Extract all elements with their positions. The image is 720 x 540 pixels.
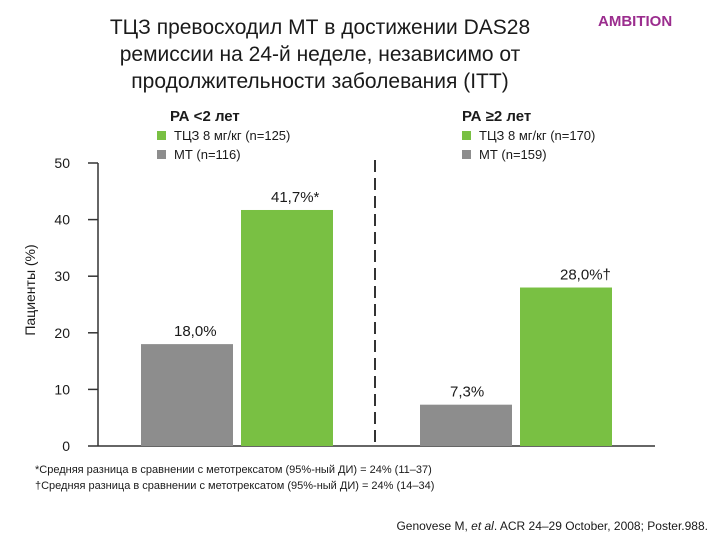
group-label-long: РА ≥2 лет — [462, 108, 532, 125]
bar-value-label: 41,7%* — [271, 189, 320, 206]
y-tick-label: 50 — [54, 155, 70, 171]
y-tick-label: 20 — [54, 325, 70, 341]
slide-title: ТЦЗ превосходил МТ в достижении DAS28 ре… — [109, 16, 531, 93]
y-tick-label: 0 — [62, 438, 70, 454]
footnote-1: *Средняя разница в сравнении с метотрекс… — [35, 464, 432, 476]
y-tick-label: 40 — [54, 212, 70, 228]
legend-swatch-mt — [462, 150, 471, 159]
citation-authors: Genovese M, — [396, 519, 472, 533]
bar-mt — [420, 404, 512, 446]
legend-long: ТЦЗ 8 мг/кг (n=170) МТ (n=159) — [462, 126, 595, 164]
legend-item-tcz: ТЦЗ 8 мг/кг (n=125) — [157, 126, 290, 145]
legend-label-mt: МТ (n=116) — [174, 147, 241, 162]
citation-rest: . ACR 24–29 October, 2008; Poster.988. — [493, 519, 708, 533]
legend-swatch-tcz — [462, 131, 471, 140]
citation: Genovese M, et al. ACR 24–29 October, 20… — [396, 519, 708, 533]
legend-item-mt: МТ (n=159) — [462, 145, 595, 164]
legend-label-tcz: ТЦЗ 8 мг/кг (n=170) — [479, 128, 596, 143]
y-tick-label: 30 — [54, 268, 70, 284]
bar-mt — [141, 344, 233, 446]
footnote-2: †Средняя разница в сравнении с метотрекс… — [35, 480, 435, 492]
bar-value-label: 28,0%† — [560, 267, 611, 284]
citation-etal: et al — [471, 519, 494, 533]
legend-swatch-tcz — [157, 131, 166, 140]
y-tick-label: 10 — [54, 381, 70, 397]
brand-label: AMBITION — [598, 13, 673, 30]
bar-value-label: 18,0% — [174, 323, 217, 340]
legend-label-tcz: ТЦЗ 8 мг/кг (n=125) — [174, 128, 291, 143]
bar-value-label: 7,3% — [450, 384, 484, 401]
legend-swatch-mt — [157, 150, 166, 159]
bar-tcz — [241, 209, 333, 446]
legend-item-tcz: ТЦЗ 8 мг/кг (n=170) — [462, 126, 595, 145]
legend-short: ТЦЗ 8 мг/кг (n=125) МТ (n=116) — [157, 126, 290, 164]
legend-label-mt: МТ (n=159) — [479, 147, 547, 162]
bar-tcz — [520, 287, 612, 446]
legend-item-mt: МТ (n=116) — [157, 145, 290, 164]
group-label-short: РА <2 лет — [170, 108, 240, 125]
